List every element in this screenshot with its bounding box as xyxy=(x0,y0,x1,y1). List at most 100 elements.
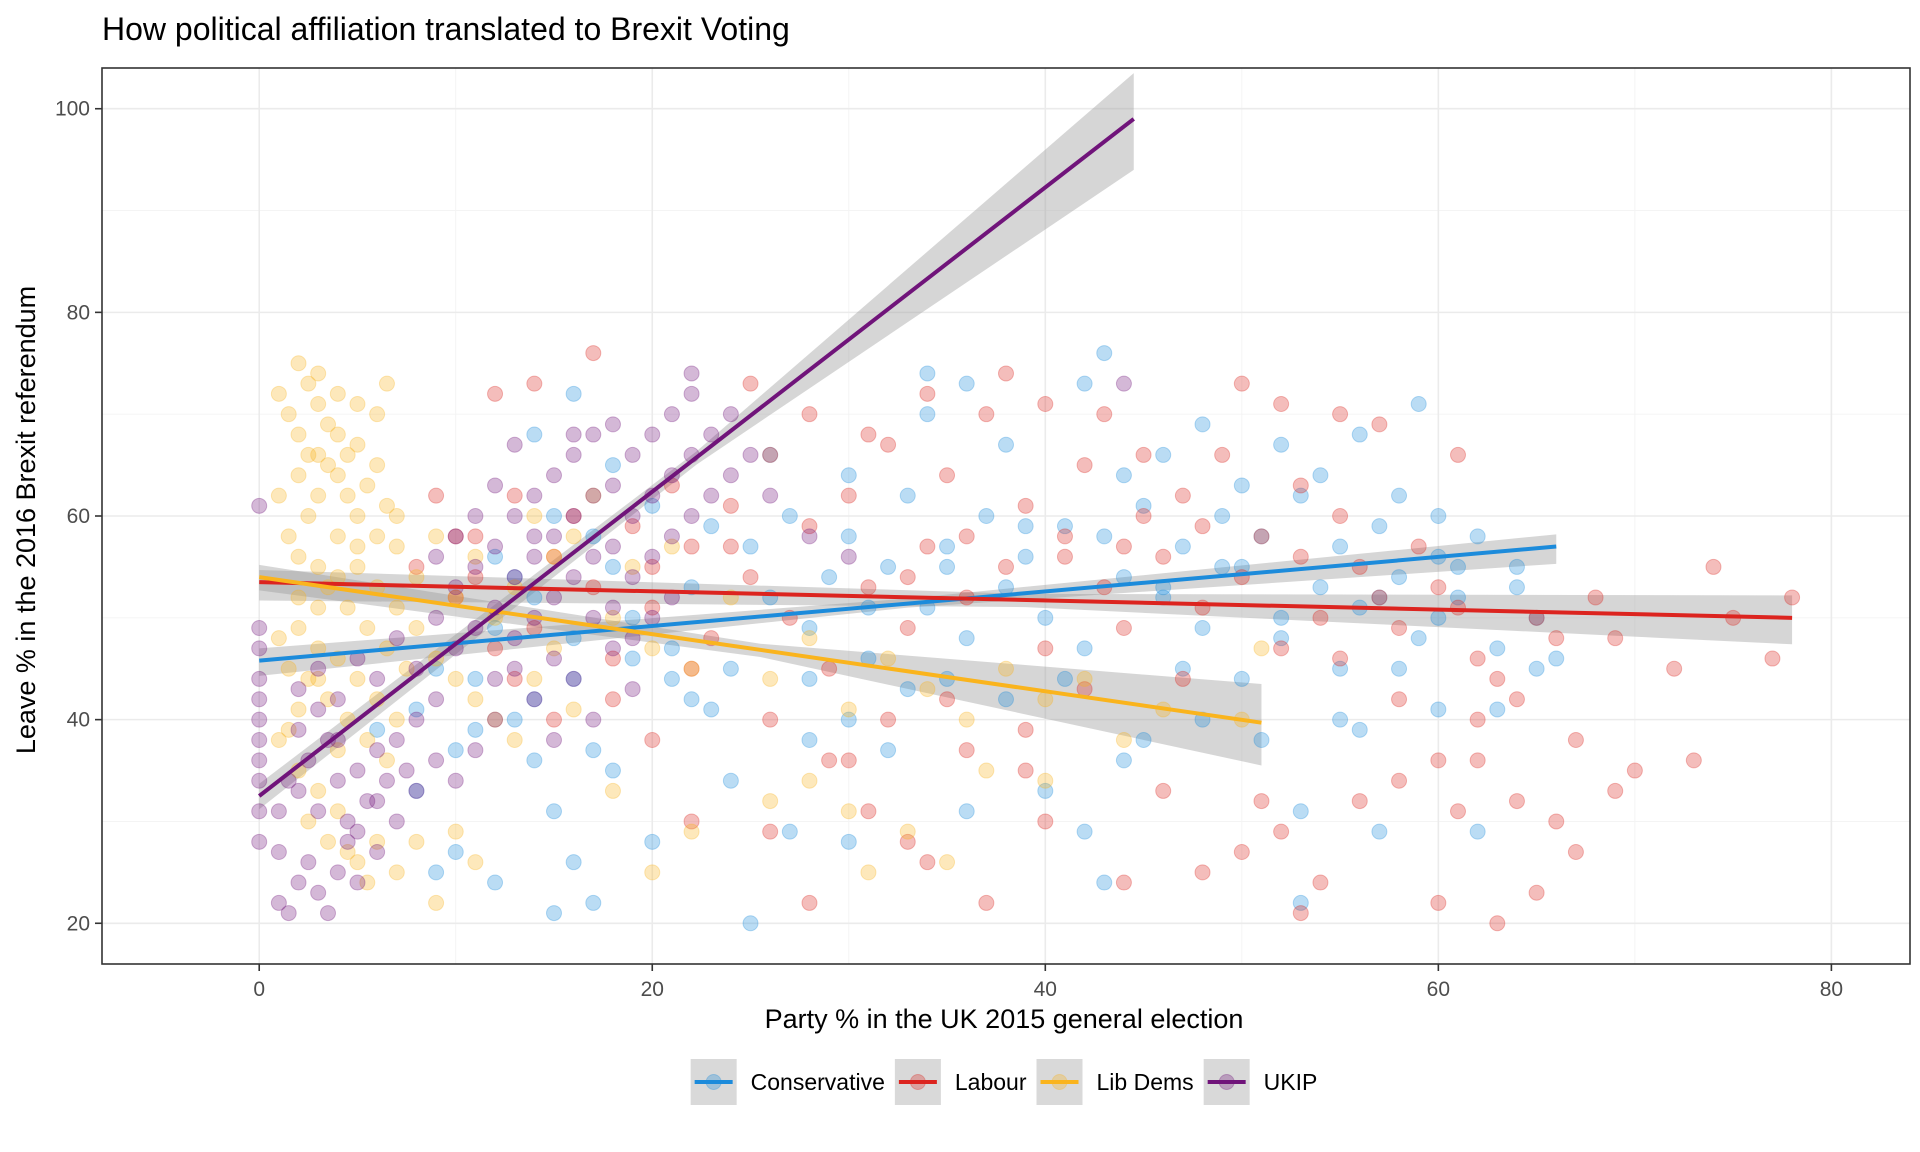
data-point xyxy=(604,538,621,555)
data-point xyxy=(1587,589,1604,606)
data-point xyxy=(1233,477,1250,494)
data-point xyxy=(998,436,1014,453)
data-point xyxy=(1332,538,1349,555)
data-point xyxy=(1056,670,1073,687)
data-point xyxy=(290,426,307,443)
data-point xyxy=(663,670,680,687)
data-point xyxy=(408,833,425,850)
data-point xyxy=(683,813,700,830)
data-point xyxy=(644,548,661,565)
confidence-bands xyxy=(259,73,1793,810)
data-point xyxy=(821,569,838,586)
data-point xyxy=(565,569,582,586)
data-point xyxy=(1292,477,1309,494)
data-point xyxy=(1312,579,1329,596)
data-point xyxy=(840,701,857,718)
data-point xyxy=(1391,620,1408,636)
data-point xyxy=(1115,732,1132,748)
data-point xyxy=(428,894,445,911)
data-point xyxy=(300,813,317,830)
data-point xyxy=(801,620,818,636)
data-point xyxy=(310,558,327,575)
data-point xyxy=(899,681,916,698)
data-point xyxy=(860,864,877,881)
data-point xyxy=(1115,874,1132,891)
data-point xyxy=(349,823,366,840)
data-point xyxy=(280,406,297,423)
data-point xyxy=(624,609,641,626)
data-point xyxy=(998,691,1014,708)
data-point xyxy=(703,426,720,443)
data-point xyxy=(349,436,366,453)
legend-item-ukip: UKIP xyxy=(1203,1059,1317,1105)
data-point xyxy=(1626,762,1643,779)
data-point xyxy=(801,528,818,545)
data-point xyxy=(310,365,327,382)
data-point xyxy=(1784,589,1801,606)
data-point xyxy=(1076,457,1093,474)
data-point xyxy=(644,426,661,443)
data-point xyxy=(388,813,405,830)
data-point xyxy=(1312,874,1329,891)
data-point xyxy=(1253,528,1270,545)
data-point xyxy=(487,538,504,555)
data-point xyxy=(546,528,562,545)
data-point xyxy=(1312,467,1329,484)
data-point xyxy=(1430,609,1447,626)
data-point xyxy=(703,518,720,535)
y-axis-title: Leave % in the 2016 Brexit referendum xyxy=(11,286,41,754)
data-point xyxy=(359,732,376,748)
data-point xyxy=(546,640,562,657)
data-point xyxy=(349,538,366,555)
data-point xyxy=(526,375,543,392)
data-point xyxy=(1292,894,1309,911)
data-point xyxy=(801,894,818,911)
data-point xyxy=(1037,772,1054,789)
data-point xyxy=(801,772,818,789)
data-point xyxy=(329,426,346,443)
data-point xyxy=(467,721,484,738)
data-point xyxy=(644,558,661,575)
data-point xyxy=(270,894,287,911)
data-point xyxy=(762,711,779,728)
data-point xyxy=(1332,508,1349,524)
data-point xyxy=(604,762,621,779)
data-point xyxy=(585,894,602,911)
data-point xyxy=(1096,528,1113,545)
data-point xyxy=(880,742,897,759)
data-point xyxy=(1076,640,1093,657)
data-point xyxy=(1410,396,1427,412)
data-point xyxy=(1017,518,1034,535)
data-point xyxy=(585,487,602,504)
data-point xyxy=(1037,813,1054,830)
data-point xyxy=(369,844,386,860)
data-point xyxy=(1391,691,1408,708)
data-point xyxy=(408,558,425,575)
data-point xyxy=(762,446,779,463)
data-point xyxy=(526,752,543,769)
data-point xyxy=(251,803,268,820)
data-point xyxy=(1135,732,1152,748)
y-tick-label: 20 xyxy=(67,912,90,935)
data-point xyxy=(604,599,621,616)
data-point xyxy=(320,833,336,850)
data-point xyxy=(447,528,464,545)
data-point xyxy=(359,477,376,494)
data-point xyxy=(742,446,759,463)
data-point xyxy=(1273,823,1290,840)
data-point xyxy=(1214,446,1231,463)
data-point xyxy=(428,528,445,545)
data-point xyxy=(251,691,268,708)
data-point xyxy=(1115,752,1132,769)
data-point xyxy=(742,538,759,555)
data-point xyxy=(546,803,562,820)
data-point xyxy=(369,721,386,738)
data-point xyxy=(359,793,376,810)
data-point xyxy=(1253,640,1270,657)
confidence-band-labour xyxy=(259,569,1793,645)
data-point xyxy=(1076,823,1093,840)
data-point xyxy=(310,670,327,687)
data-point xyxy=(624,569,641,586)
data-point xyxy=(585,579,602,596)
data-point xyxy=(408,701,425,718)
